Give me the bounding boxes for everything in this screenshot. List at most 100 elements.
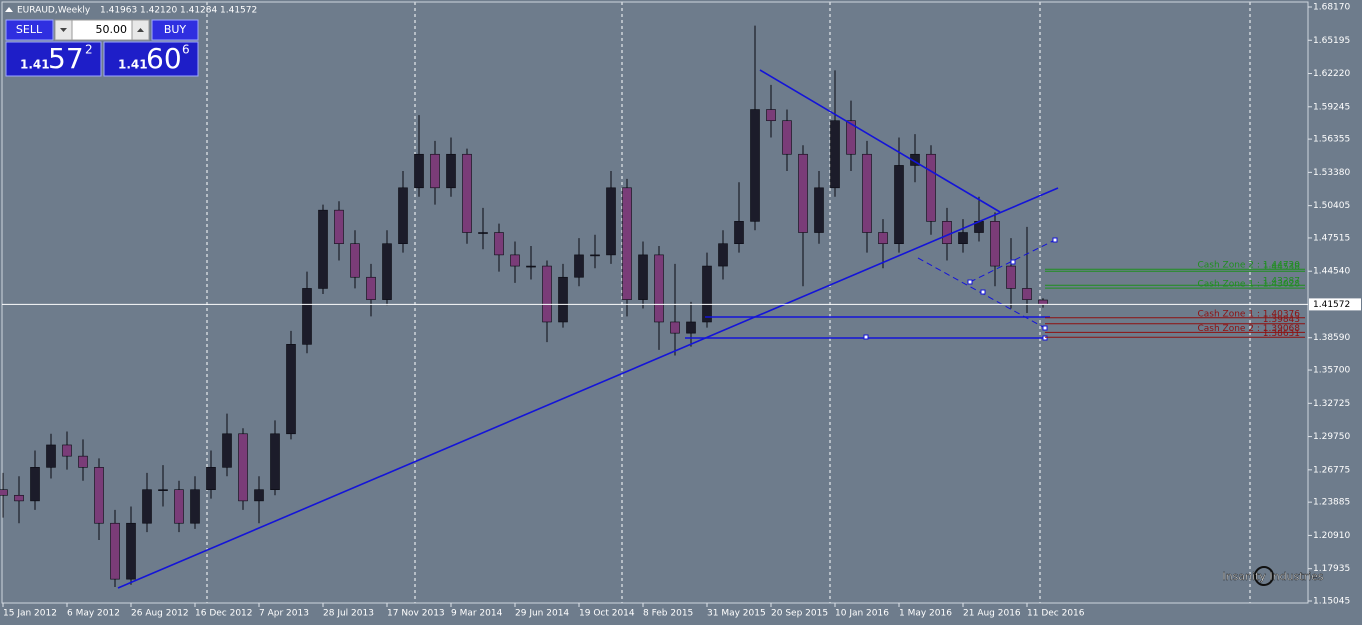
candle-body [894,165,904,245]
candle-body [750,109,760,222]
y-tick-label: 1.44540 [1313,267,1350,277]
anchor [980,289,986,295]
candle-body [830,120,840,189]
candle-body [782,120,792,155]
candle-body [654,254,664,323]
candle-body [430,153,440,189]
plot-frame [1,1,1309,604]
y-tick-label: 1.29750 [1313,432,1350,442]
trend-line [117,187,1059,589]
candle-body [478,232,488,234]
candle-body [366,276,376,300]
buy-button[interactable] [151,19,199,41]
anchor-points [863,237,1058,341]
x-tick-label: 31 May 2015 [707,609,766,619]
current-price-box [1309,298,1361,311]
sell-price-box[interactable] [5,41,102,77]
candle-body [686,321,696,334]
quote-value: 1.41963 [100,6,137,16]
x-tick-label: 15 Jan 2012 [3,609,57,619]
y-tick-label: 1.56355 [1313,135,1350,145]
lot-value: 50.00 [96,23,128,36]
quote-value: 1.41284 [180,6,217,16]
sell-button[interactable] [5,19,54,41]
candle-body [110,522,120,580]
up-arrow [137,28,144,32]
candle-body [542,265,552,323]
candle-body [398,187,408,245]
y-tick-label: 1.62220 [1313,69,1350,79]
x-tick-label: 8 Feb 2015 [643,609,693,619]
buy-small: 6 [182,43,190,57]
x-tick-label: 1 May 2016 [899,609,952,619]
zone-label: Cash Zone 2 : 1.44720 [1197,261,1300,271]
x-tick-label: 9 Mar 2014 [451,609,503,619]
candle-body [94,467,104,524]
axes: 1.68170 1.65195 1.62220 1.59245 1.56355 1.533… [2,3,1361,619]
sell-prefix: 1.41 [20,58,50,72]
candle-body [862,153,872,233]
candle-body [942,221,952,245]
x-tick-label: 20 Sep 2015 [771,609,828,619]
y-tick-label: 1.23885 [1313,498,1350,508]
x-tick-label: 28 Jul 2013 [323,609,374,619]
candle-body [334,209,344,245]
x-tick-label: 10 Jan 2016 [835,609,889,619]
candle-body [590,254,600,257]
y-tick-label: 1.20910 [1313,531,1350,541]
x-tick-label: 21 Aug 2016 [963,609,1021,619]
candle-body [222,433,232,468]
buy-label: BUY [164,23,187,36]
candle-body [158,489,168,491]
candle-body [1038,299,1048,305]
anchor [1052,237,1058,243]
header: EURAUD,Weekly 1.41963 1.42120 1.41284 1.415… [5,6,257,16]
zone-label: Cash Zone 1 : 1.43028 [1197,280,1300,290]
candle-body [190,489,200,524]
candle-body [46,444,56,468]
zone-label: 1.38631 [1263,329,1300,339]
channel-line [969,239,1056,283]
x-tick-label: 29 Jun 2014 [515,609,569,619]
period-separators [206,2,1251,603]
x-tick-label: 7 Apr 2013 [259,609,309,619]
zone-label: 1.39843 [1263,315,1300,325]
trade-panel: SELL 50.00 BUY 1.41 57 2 1.41 60 6 [5,19,199,77]
candle-body [62,444,72,457]
candle-body [254,489,264,502]
candle-body [526,265,536,268]
candle-body [174,489,184,524]
candle-body [814,187,824,233]
zone-label: 1.44538 [1263,263,1300,273]
candle-body [638,254,648,300]
anchor [1042,335,1048,341]
zone-label: 1.43287 [1263,277,1300,287]
anchor [863,334,869,340]
zone-label: Cash Zone 1 : 1.40376 [1197,309,1300,319]
candle-body [238,433,248,502]
buy-price-box[interactable] [103,41,199,77]
candle-body [606,187,616,256]
sell-small: 2 [85,43,93,57]
candle-body [462,153,472,233]
y-tick-label: 1.35700 [1313,366,1350,376]
candle-body [414,153,424,189]
y-tick-label: 1.53380 [1313,168,1350,178]
logo [1254,566,1274,586]
zone-label: Cash Zone 2 : 1.39068 [1197,324,1300,334]
buy-prefix: 1.41 [118,58,148,72]
candle-body [926,153,936,222]
candle-body [350,243,360,278]
sell-big: 57 [48,42,84,75]
x-tick-label: 26 Aug 2012 [131,609,189,619]
candle-body [494,232,504,256]
down-arrow [60,28,67,32]
candle-body [270,433,280,490]
candle-body [302,288,312,345]
candle-body [446,153,456,189]
quote-value: 1.41572 [220,6,257,16]
anchor [967,279,973,285]
candle-body [718,243,728,267]
buy-big: 60 [146,42,182,75]
